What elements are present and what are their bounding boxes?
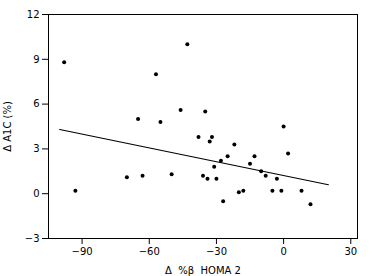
svg-text:−60: −60 [139, 246, 160, 257]
svg-text:12: 12 [27, 9, 40, 20]
svg-text:3: 3 [33, 143, 39, 154]
svg-text:30: 30 [344, 246, 357, 257]
svg-text:0: 0 [33, 188, 39, 199]
svg-text:6: 6 [33, 98, 39, 109]
svg-text:−30: −30 [206, 246, 227, 257]
svg-text:Δ A1C (%): Δ A1C (%) [2, 101, 13, 152]
svg-text:Δ %β HOMA 2: Δ %β HOMA 2 [165, 265, 241, 276]
svg-text:−3: −3 [25, 233, 40, 244]
svg-text:−90: −90 [72, 246, 93, 257]
svg-text:0: 0 [280, 246, 286, 257]
svg-text:9: 9 [33, 54, 39, 65]
